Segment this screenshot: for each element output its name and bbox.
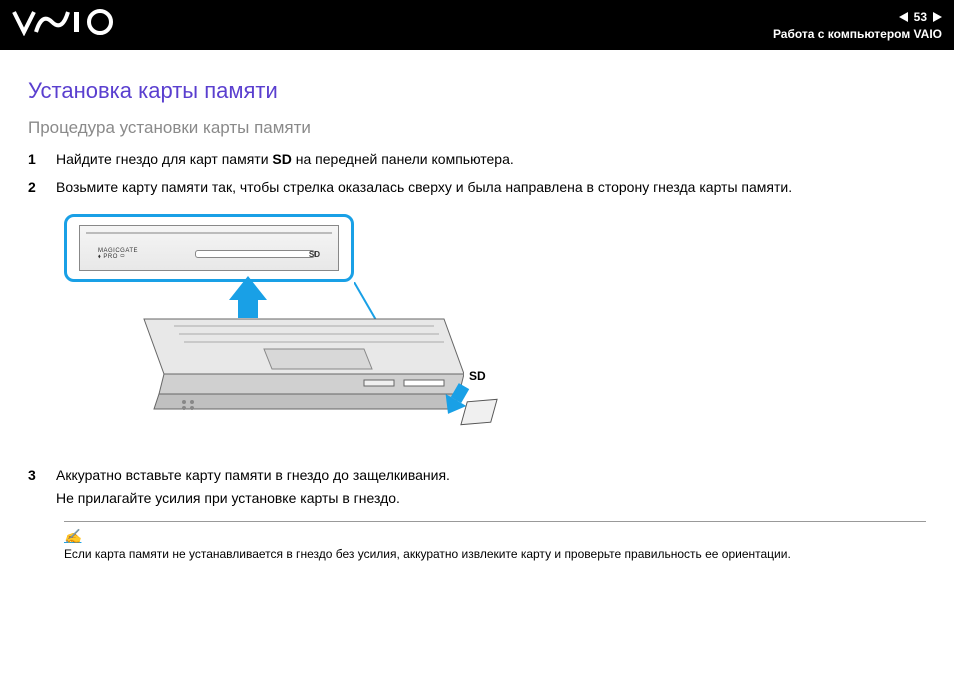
note-text: Если карта памяти не устанавливается в г…: [64, 547, 926, 561]
step-text: Возьмите карту памяти так, чтобы стрелка…: [56, 176, 792, 200]
sd-card-icon: [460, 398, 497, 425]
page-nav: 53: [773, 10, 942, 24]
step-number: 2: [28, 176, 42, 200]
step-number: 3: [28, 464, 42, 512]
slot-bar: MAGICGATE⬧ PRO ▭ SD: [79, 225, 339, 271]
note-icon: ✍: [64, 528, 926, 545]
prev-page-icon[interactable]: [899, 12, 908, 22]
steps-list-cont: 3 Аккуратно вставьте карту памяти в гнез…: [28, 464, 926, 512]
page-title: Установка карты памяти: [28, 78, 926, 104]
step-number: 1: [28, 148, 42, 172]
step-text: Найдите гнездо для карт памяти SD на пер…: [56, 148, 514, 172]
note-block: ✍ Если карта памяти не устанавливается в…: [64, 521, 926, 561]
slot-label-sd: SD: [309, 250, 320, 259]
step-3: 3 Аккуратно вставьте карту памяти в гнез…: [28, 464, 926, 512]
page-content: Установка карты памяти Процедура установ…: [0, 50, 954, 561]
slot-opening: [195, 250, 315, 258]
next-page-icon[interactable]: [933, 12, 942, 22]
slot-callout: MAGICGATE⬧ PRO ▭ SD: [64, 214, 354, 282]
section-title: Работа с компьютером VAIO: [773, 27, 942, 41]
step-text: Аккуратно вставьте карту памяти в гнездо…: [56, 464, 450, 512]
vaio-logo: [12, 8, 122, 43]
sd-label: SD: [469, 369, 486, 383]
diagram-area: MAGICGATE⬧ PRO ▭ SD SD: [64, 214, 464, 454]
page-subtitle: Процедура установки карты памяти: [28, 118, 926, 138]
header-right: 53 Работа с компьютером VAIO: [773, 10, 942, 41]
page-header: 53 Работа с компьютером VAIO: [0, 0, 954, 50]
step-1: 1 Найдите гнездо для карт памяти SD на п…: [28, 148, 926, 172]
step-2: 2 Возьмите карту памяти так, чтобы стрел…: [28, 176, 926, 200]
steps-list: 1 Найдите гнездо для карт памяти SD на п…: [28, 148, 926, 200]
page-number: 53: [914, 10, 927, 24]
arrow-up-icon: [229, 276, 267, 318]
slot-label-magicgate: MAGICGATE⬧ PRO ▭: [98, 248, 138, 261]
laptop-illustration: [124, 314, 464, 444]
